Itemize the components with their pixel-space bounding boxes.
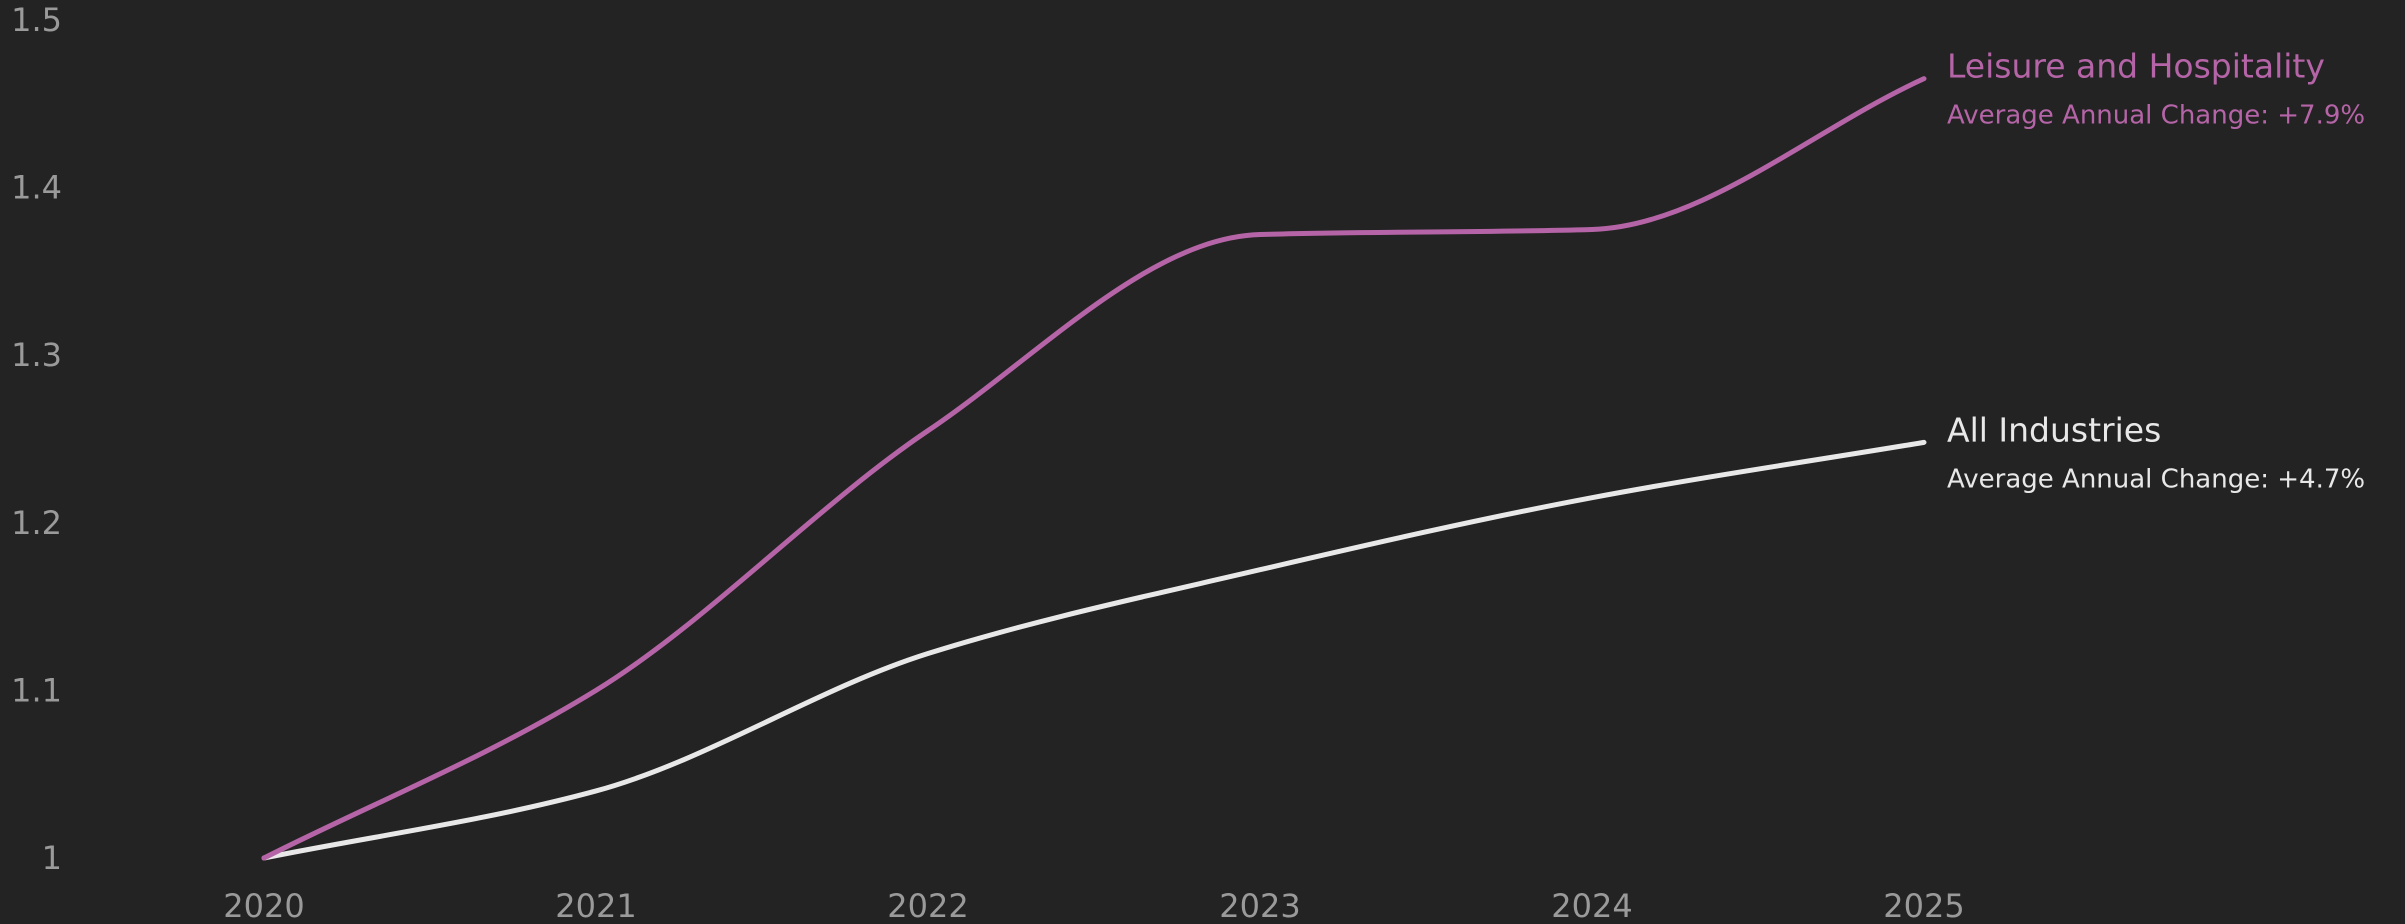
series-annotation-all-industries: Average Annual Change: +4.7% [1947,464,2365,494]
y-axis: 1 1.1 1.2 1.3 1.4 1.5 [11,1,62,877]
x-tick-label: 2023 [1219,887,1300,924]
x-axis: 2020 2021 2022 2023 2024 2025 [223,887,1964,924]
series-label-leisure-and-hospitality: Leisure and Hospitality [1947,47,2325,86]
y-tick-label: 1.5 [11,1,62,39]
y-tick-label: 1.2 [11,504,62,542]
series-lines [261,76,1927,861]
y-tick-label: 1.4 [11,169,62,207]
y-tick-label: 1 [42,839,62,877]
x-tick-label: 2024 [1551,887,1632,924]
x-tick-label: 2020 [223,887,304,924]
series-line-all-industries [261,439,1927,861]
x-tick-label: 2025 [1883,887,1964,924]
series-annotation-leisure-and-hospitality: Average Annual Change: +7.9% [1947,101,2365,131]
series-line-leisure-and-hospitality [261,76,1927,861]
x-tick-label: 2021 [555,887,636,924]
y-tick-label: 1.1 [11,671,62,709]
y-tick-label: 1.3 [11,336,62,374]
series-labels: Leisure and Hospitality Average Annual Ch… [1947,47,2365,495]
series-label-all-industries: All Industries [1947,410,2161,449]
x-tick-label: 2022 [887,887,968,924]
